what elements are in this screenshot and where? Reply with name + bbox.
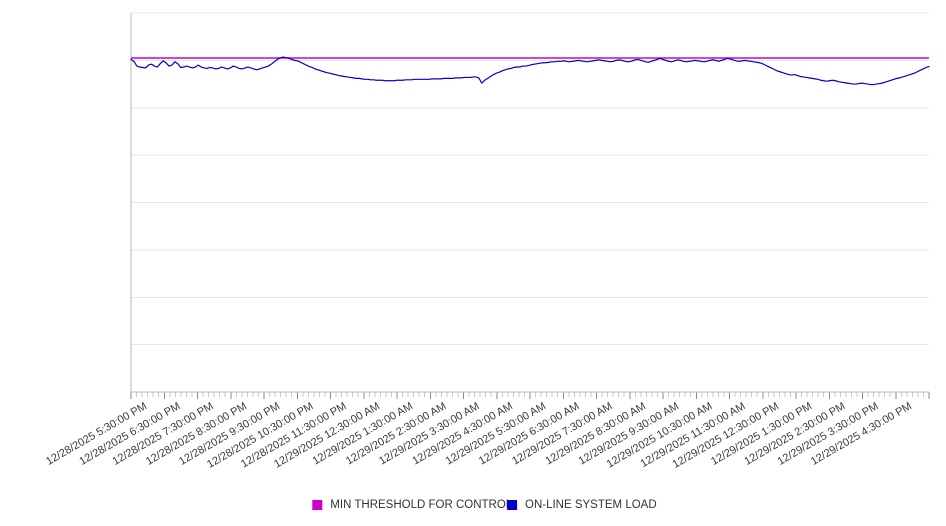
legend-label: ON-LINE SYSTEM LOAD [525,499,657,511]
chart-legend: MIN THRESHOLD FOR CONTROL ON-LINE SYSTEM … [312,499,657,511]
legend-swatch [312,500,323,510]
series-line-on-line-system-load [130,56,930,86]
x-axis-ticks [130,392,930,399]
legend-swatch [507,500,518,510]
legend-label: MIN THRESHOLD FOR CONTROL [330,499,512,511]
